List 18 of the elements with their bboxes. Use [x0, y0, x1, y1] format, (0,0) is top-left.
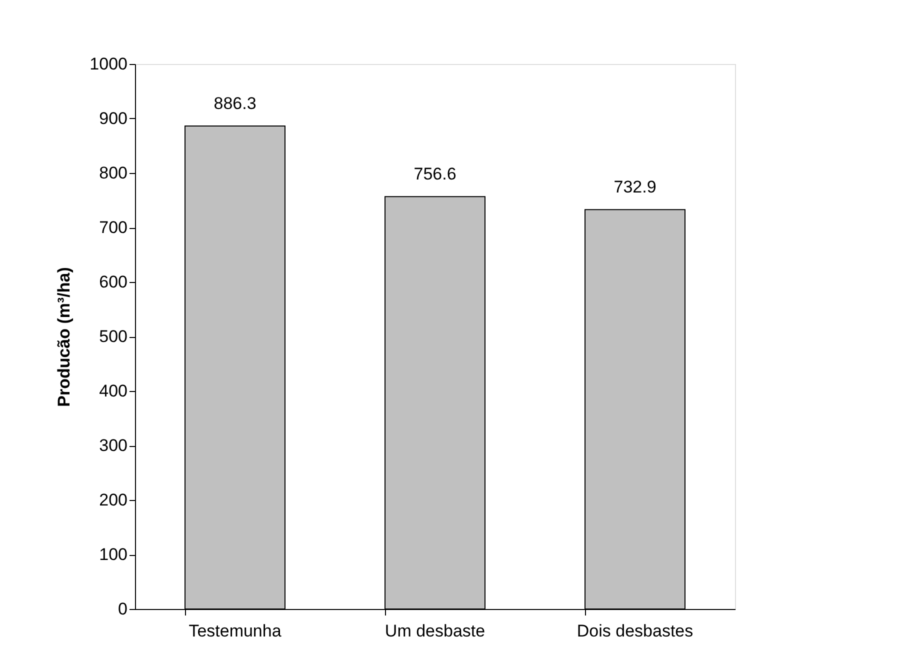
- y-tick-label: 1000: [90, 54, 128, 74]
- y-tick-label: 800: [99, 164, 128, 182]
- y-axis-title: Producão (m³/ha): [54, 267, 74, 407]
- x-tick-label: Dois desbastes: [576, 622, 694, 640]
- x-tick-label: Um desbaste: [384, 622, 486, 640]
- data-label: 756.6: [414, 164, 456, 184]
- y-tick-label: 200: [99, 490, 128, 510]
- y-tick-label: 100: [99, 545, 128, 564]
- y-tick-label: 0: [118, 600, 128, 618]
- y-tick-label: 900: [99, 109, 128, 128]
- x-tick-label: Testemunha: [188, 622, 282, 640]
- y-tick-label: 600: [99, 272, 128, 292]
- y-tick-label: 300: [99, 436, 128, 455]
- y-tick-label: 500: [99, 327, 128, 346]
- y-tick-label: 400: [99, 382, 128, 400]
- y-tick-label: 700: [99, 218, 128, 237]
- data-label: 886.3: [214, 94, 256, 113]
- data-label: 732.9: [614, 178, 656, 197]
